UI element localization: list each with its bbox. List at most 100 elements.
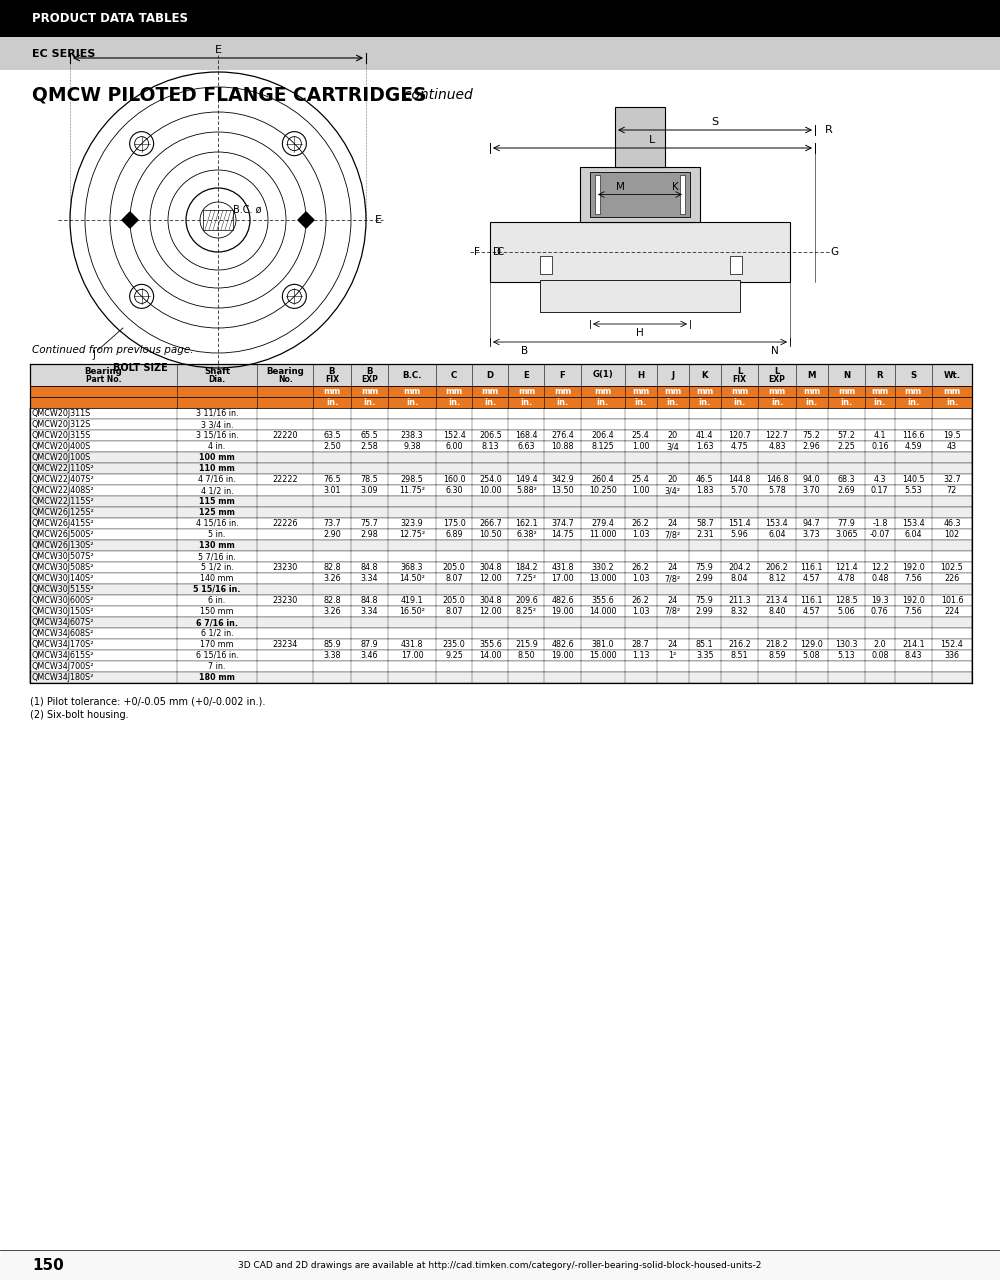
Text: QMCW22J110S²: QMCW22J110S² [32,463,95,474]
Text: QMCW34J608S²: QMCW34J608S² [32,628,94,637]
Text: mm: mm [905,387,922,396]
Text: 214.1: 214.1 [902,640,925,649]
Text: 10.250: 10.250 [589,486,616,495]
Bar [30,419,972,430]
Text: 304.8: 304.8 [479,596,502,605]
Text: 7/8²: 7/8² [665,573,681,582]
Text: B: B [521,346,529,356]
Text: G: G [830,247,838,257]
Text: 323.9: 323.9 [401,518,424,527]
Text: FIX: FIX [325,375,339,384]
Bar [30,660,972,672]
Text: 8.51: 8.51 [731,652,748,660]
Bar [30,584,972,595]
Text: 342.9: 342.9 [551,475,574,484]
Text: 5.13: 5.13 [838,652,855,660]
Text: 4.59: 4.59 [904,442,922,451]
Text: J: J [92,349,95,360]
Text: D: D [487,370,494,379]
Text: 82.8: 82.8 [323,596,341,605]
Text: QMCW20J312S: QMCW20J312S [32,420,91,429]
Text: No.: No. [278,375,293,384]
Text: mm: mm [554,387,571,396]
Text: 431.8: 431.8 [551,563,574,572]
Text: mm: mm [632,387,649,396]
Text: 12.00: 12.00 [479,573,502,582]
Text: 6.00: 6.00 [445,442,463,451]
Text: 235.0: 235.0 [443,640,466,649]
Text: 146.8: 146.8 [766,475,788,484]
Text: 130.3: 130.3 [835,640,858,649]
Bar [30,650,972,660]
Text: in.: in. [596,398,609,407]
Bar [30,463,972,474]
Text: mm: mm [664,387,681,396]
Text: 19.00: 19.00 [551,607,574,616]
Bar [540,256,552,274]
Text: – continued: – continued [388,88,473,102]
Text: QMCW30J600S²: QMCW30J600S² [32,596,94,605]
Text: 19.3: 19.3 [871,596,889,605]
Text: QMCW34J615S²: QMCW34J615S² [32,652,94,660]
Text: 209.6: 209.6 [515,596,538,605]
Text: 78.5: 78.5 [361,475,378,484]
Text: 25.4: 25.4 [632,475,650,484]
Text: -1.8: -1.8 [872,518,887,527]
Text: 102.5: 102.5 [941,563,963,572]
Text: 43: 43 [947,442,957,451]
Text: 0.08: 0.08 [871,652,889,660]
Text: 8.04: 8.04 [731,573,748,582]
Text: QMCW34J170S²: QMCW34J170S² [32,640,94,649]
Text: 254.0: 254.0 [479,475,502,484]
Bar [615,108,665,166]
Text: 151.4: 151.4 [728,518,751,527]
Text: 12.00: 12.00 [479,607,502,616]
Text: 8.07: 8.07 [445,573,463,582]
Text: 140.5: 140.5 [902,475,925,484]
Text: QMCW PILOTED FLANGE CARTRIDGES: QMCW PILOTED FLANGE CARTRIDGES [32,86,426,105]
Bar [30,628,972,639]
Text: in.: in. [556,398,569,407]
Text: 85.1: 85.1 [696,640,714,649]
Text: in.: in. [874,398,886,407]
Text: 41.4: 41.4 [696,431,714,440]
Text: 13.000: 13.000 [589,573,616,582]
Text: 130 mm: 130 mm [199,541,235,550]
Text: 150: 150 [32,1257,64,1272]
Text: 4 1/2 in.: 4 1/2 in. [201,486,233,495]
Text: 2.58: 2.58 [361,442,378,451]
Text: F: F [560,370,565,379]
Text: 260.4: 260.4 [591,475,614,484]
Text: 0.16: 0.16 [871,442,889,451]
Bar [0,37,1000,70]
Text: 23230: 23230 [273,563,298,572]
Text: 215.9: 215.9 [515,640,538,649]
Text: 153.4: 153.4 [902,518,925,527]
Text: 9.38: 9.38 [403,442,421,451]
Text: 19.00: 19.00 [551,652,574,660]
Text: 218.2: 218.2 [766,640,788,649]
Bar [203,210,233,230]
Text: 152.4: 152.4 [443,431,466,440]
Bar [30,639,972,650]
Text: 3.26: 3.26 [323,607,341,616]
Text: Shaft: Shaft [204,366,230,375]
Text: 206.4: 206.4 [591,431,614,440]
Text: 72: 72 [947,486,957,495]
Text: 100 mm: 100 mm [199,453,235,462]
Text: 11.75²: 11.75² [399,486,425,495]
Bar [30,540,972,550]
Text: Part No.: Part No. [86,375,121,384]
Bar [580,166,700,221]
Text: 368.3: 368.3 [401,563,423,572]
Text: 8.50: 8.50 [518,652,535,660]
Text: G(1): G(1) [592,370,613,379]
Text: 26.2: 26.2 [632,518,650,527]
Text: 4.3: 4.3 [874,475,886,484]
Text: 6.63: 6.63 [518,442,535,451]
Text: E: E [374,215,382,225]
Text: L: L [774,366,780,375]
Text: 266.7: 266.7 [479,518,502,527]
Bar [30,442,972,452]
Text: 149.4: 149.4 [515,475,538,484]
